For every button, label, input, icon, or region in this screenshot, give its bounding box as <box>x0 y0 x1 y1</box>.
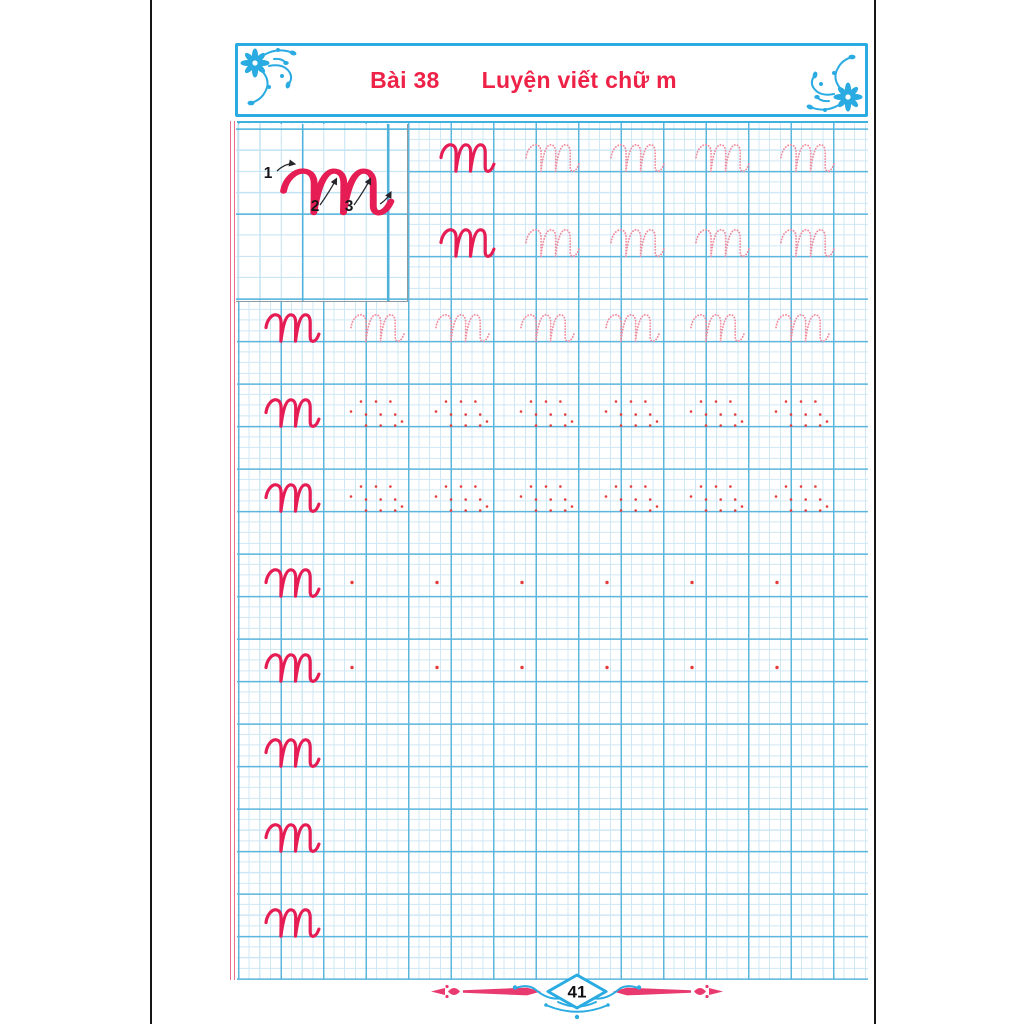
page-number-diamond: 41 <box>545 973 609 1010</box>
page-right-edge <box>874 0 876 1024</box>
floral-ornament-icon <box>806 54 863 112</box>
lesson-title-row: Bài 38 Luyện viết chữ m <box>370 67 677 94</box>
page-left-edge <box>150 0 152 1024</box>
page-number: 41 <box>568 983 587 1002</box>
page-footer: 41 <box>431 973 723 1020</box>
lesson-header-box: Bài 38 Luyện viết chữ m <box>235 43 868 117</box>
lesson-title: Luyện viết chữ m <box>481 66 677 93</box>
margin-line <box>229 121 236 980</box>
footer-pink-rule <box>431 984 723 999</box>
lesson-number: Bài 38 <box>370 66 440 93</box>
letter-example-box <box>236 123 408 302</box>
floral-ornament-icon <box>240 48 297 106</box>
